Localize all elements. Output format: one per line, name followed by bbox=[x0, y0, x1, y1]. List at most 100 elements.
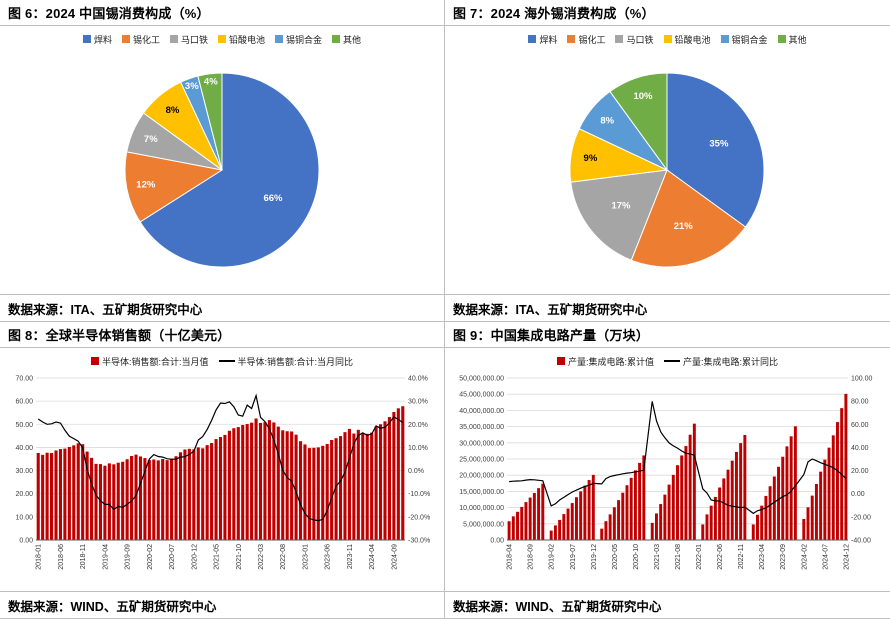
pie-data-label: 3% bbox=[184, 81, 198, 92]
chart-legend: 半导体:销售额:合计:当月值 半导体:销售额:合计:当月同比 bbox=[90, 352, 353, 370]
pie-data-label: 12% bbox=[136, 180, 156, 191]
bar bbox=[111, 464, 115, 540]
pie-slice-焊料 bbox=[138, 72, 319, 268]
bar bbox=[205, 445, 209, 540]
chart-title-fig8: 图 8：全球半导体销售额（十亿美元） bbox=[0, 322, 444, 348]
chart-legend: 焊料 锡化工 马口铁 铅酸电池 锡铜合金 其他 bbox=[82, 30, 361, 48]
y-right-tick-label: 20.0% bbox=[408, 422, 428, 429]
x-tick-label: 2024-04 bbox=[369, 544, 376, 570]
bar bbox=[785, 446, 789, 540]
legend-label: 焊料 bbox=[539, 34, 558, 45]
bar bbox=[151, 459, 155, 540]
y-left-tick-label: 30,000,000.00 bbox=[459, 440, 504, 447]
y-right-tick-label: 30.0% bbox=[408, 399, 428, 406]
pie-slice-其他 bbox=[196, 72, 222, 171]
bar bbox=[209, 443, 213, 540]
bar bbox=[351, 433, 355, 540]
bar bbox=[67, 446, 71, 540]
bar bbox=[507, 521, 511, 540]
legend-item: 产量:集成电路:累计同比 bbox=[664, 355, 778, 368]
pie-data-label: 4% bbox=[203, 77, 217, 88]
y-right-tick-label: -20.0% bbox=[408, 514, 430, 521]
legend-color-swatch bbox=[121, 35, 130, 43]
bar bbox=[147, 460, 151, 540]
legend-color-swatch bbox=[169, 35, 178, 43]
legend-label: 铅酸电池 bbox=[674, 34, 711, 45]
pie-slice-锡化工 bbox=[630, 169, 747, 268]
legend-color-swatch bbox=[556, 357, 565, 365]
bar bbox=[562, 514, 566, 540]
bar bbox=[325, 443, 329, 540]
legend-label: 锡铜合金 bbox=[731, 34, 768, 45]
x-tick-label: 2019-12 bbox=[591, 544, 598, 570]
bar bbox=[827, 447, 831, 540]
overseas-tin-consumption-pie-chart: 焊料 锡化工 马口铁 铅酸电池 锡铜合金 其他 35% 21% 17% 9% 8% 10% bbox=[445, 26, 890, 294]
y-left-tick-label: 20,000,000.00 bbox=[459, 473, 504, 480]
y-right-tick-label: 0.00 bbox=[851, 491, 865, 498]
legend-label: 其他 bbox=[788, 34, 807, 45]
bar bbox=[356, 429, 360, 540]
bar bbox=[316, 447, 320, 540]
x-tick-label: 2022-06 bbox=[717, 544, 724, 570]
bar bbox=[574, 497, 578, 540]
x-tick-label: 2020-12 bbox=[191, 544, 198, 570]
bar bbox=[254, 418, 258, 540]
bar bbox=[387, 417, 391, 540]
bar bbox=[85, 451, 89, 540]
y-right-tick-label: -30.0% bbox=[408, 538, 430, 545]
bar bbox=[342, 432, 347, 540]
bar bbox=[374, 426, 378, 540]
bar bbox=[768, 486, 772, 540]
x-tick-label: 2020-05 bbox=[612, 544, 619, 570]
bar bbox=[688, 434, 692, 540]
bar bbox=[129, 455, 133, 540]
bar bbox=[49, 452, 53, 540]
bar bbox=[302, 444, 307, 540]
bar bbox=[671, 474, 675, 540]
y-right-tick-label: -10.0% bbox=[408, 491, 430, 498]
legend-label: 产量:集成电路:累计值 bbox=[567, 356, 654, 367]
legend-color-swatch bbox=[663, 35, 672, 43]
bar bbox=[165, 460, 169, 540]
bar bbox=[814, 483, 818, 540]
bar bbox=[196, 447, 200, 540]
bar bbox=[334, 438, 338, 540]
y-left-tick-label: 0.00 bbox=[490, 538, 504, 545]
bar bbox=[45, 452, 49, 540]
x-tick-label: 2018-11 bbox=[80, 544, 87, 569]
legend-item: 其他 bbox=[332, 33, 361, 46]
bar bbox=[76, 443, 80, 540]
data-source-fig9: 数据来源：WIND、五矿期货研究中心 bbox=[445, 591, 890, 619]
bar bbox=[160, 459, 164, 540]
legend-item: 半导体:销售额:合计:当月同比 bbox=[218, 355, 353, 368]
bar bbox=[62, 448, 66, 540]
bar bbox=[734, 451, 738, 540]
pie-data-label: 8% bbox=[600, 116, 614, 127]
bar bbox=[600, 528, 604, 540]
pie-data-label: 17% bbox=[611, 201, 631, 212]
yoy-line bbox=[37, 393, 403, 522]
pie-slice-其他 bbox=[609, 72, 668, 172]
legend-color-swatch bbox=[615, 35, 624, 43]
data-source-fig6: 数据来源：ITA、五矿期货研究中心 bbox=[0, 294, 444, 322]
bar bbox=[311, 447, 315, 540]
bar bbox=[182, 449, 186, 540]
y-left-tick-label: 50,000,000.00 bbox=[459, 376, 504, 383]
bar bbox=[621, 492, 625, 540]
legend-item: 锡铜合金 bbox=[720, 33, 768, 46]
bar bbox=[633, 470, 637, 540]
bar bbox=[138, 456, 142, 540]
bar bbox=[98, 464, 102, 540]
legend-item: 马口铁 bbox=[169, 33, 208, 46]
bar bbox=[53, 450, 58, 540]
legend-color-swatch bbox=[332, 35, 341, 43]
bar bbox=[178, 452, 182, 540]
x-tick-label: 2024-12 bbox=[843, 544, 850, 570]
bar bbox=[764, 495, 768, 540]
x-tick-label: 2024-09 bbox=[391, 544, 398, 570]
x-tick-label: 2021-08 bbox=[675, 544, 682, 570]
legend-label: 产量:集成电路:累计同比 bbox=[683, 356, 779, 367]
bar bbox=[249, 422, 253, 540]
y-left-tick-label: 40,000,000.00 bbox=[459, 408, 504, 415]
x-tick-label: 2018-01 bbox=[35, 544, 42, 570]
